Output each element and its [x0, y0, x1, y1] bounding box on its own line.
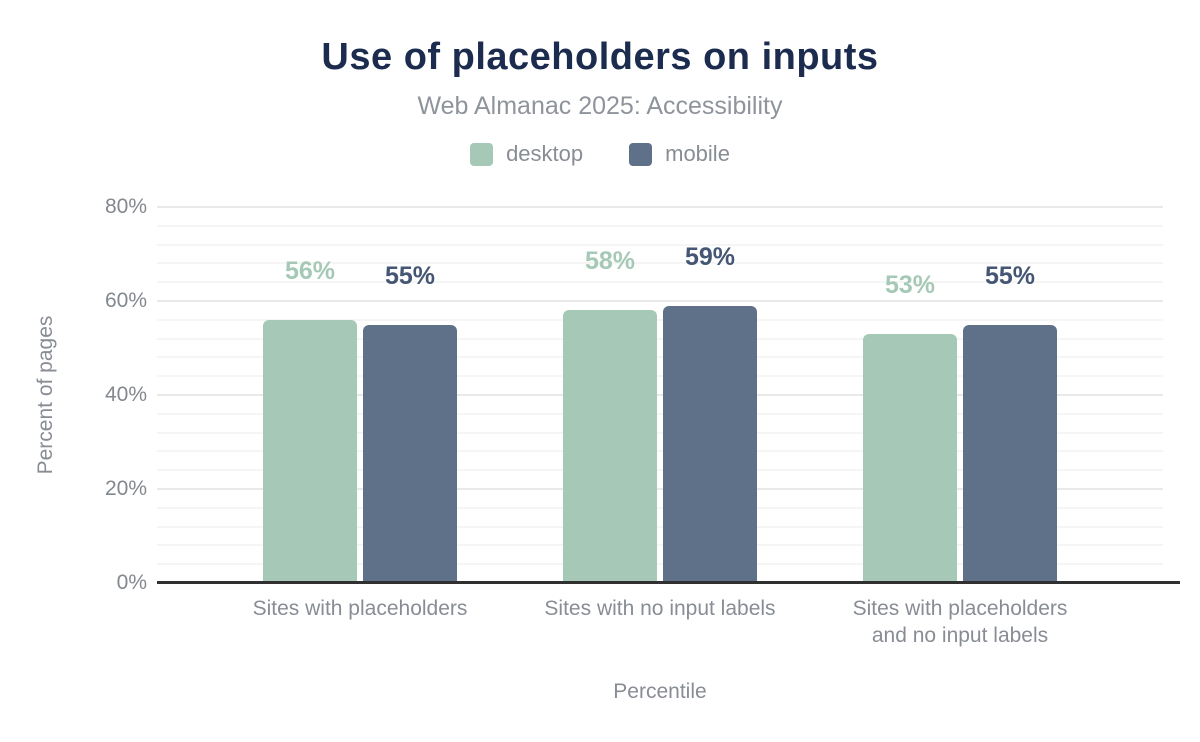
y-axis-ticks: 0% 20% 40% 60% 80% — [0, 195, 147, 594]
y-axis-title: Percent of pages — [34, 315, 57, 475]
legend-swatch-desktop — [470, 142, 494, 166]
bar-mobile — [363, 324, 457, 583]
gridline-minor — [157, 281, 1163, 284]
value-label-mobile: 55% — [384, 261, 436, 290]
gridline-minor — [157, 356, 1163, 359]
y-tick-label: 40% — [104, 383, 147, 406]
chart-legend: desktop mobile — [0, 141, 1200, 167]
gridline-major — [157, 488, 1163, 490]
x-tick-label: Sites with placeholders and no input lab… — [852, 597, 1068, 648]
legend-label: mobile — [665, 141, 730, 166]
gridline-minor — [157, 337, 1163, 340]
gridline-minor — [157, 506, 1163, 509]
gridline-minor — [157, 318, 1163, 321]
y-tick-label: 80% — [104, 195, 147, 218]
legend-label: desktop — [506, 141, 584, 166]
y-tick-label: 20% — [104, 477, 147, 500]
gridline-major — [157, 394, 1163, 396]
plot-area: 56% 55% 58% 59% 53% 55% — [157, 206, 1180, 584]
gridline-major — [157, 206, 1163, 208]
gridline-minor — [157, 243, 1163, 246]
y-tick-label: 60% — [104, 289, 147, 312]
legend-item-mobile: mobile — [629, 141, 730, 167]
x-tick-label: Sites with placeholders — [252, 597, 468, 620]
gridline-minor — [157, 431, 1163, 434]
bar-desktop — [863, 333, 957, 583]
gridline-minor — [157, 469, 1163, 472]
gridline-major — [157, 300, 1163, 302]
gridline-minor — [157, 450, 1163, 453]
gridline-minor — [157, 525, 1163, 528]
gridline-minor — [157, 412, 1163, 415]
bar-mobile — [963, 324, 1057, 583]
y-tick-label: 0% — [116, 571, 147, 594]
chart-subtitle: Web Almanac 2025: Accessibility — [417, 92, 783, 120]
x-axis-ticks: Sites with placeholders Sites with no inp… — [157, 595, 1163, 655]
gridline-minor — [157, 544, 1163, 547]
value-label-mobile: 59% — [684, 242, 736, 271]
bar-desktop — [263, 319, 357, 583]
chart-title: Use of placeholders on inputs — [321, 36, 879, 78]
gridline-minor — [157, 563, 1163, 566]
x-axis-line — [157, 581, 1180, 584]
value-label-mobile: 55% — [984, 261, 1036, 290]
gridline-minor — [157, 262, 1163, 265]
legend-swatch-mobile — [629, 142, 653, 166]
gridline-minor — [157, 224, 1163, 227]
value-label-desktop: 56% — [284, 256, 336, 285]
x-axis-title: Percentile — [613, 680, 707, 703]
bar-mobile — [663, 305, 757, 583]
bar-desktop — [563, 310, 657, 583]
value-label-desktop: 58% — [584, 247, 636, 276]
value-label-desktop: 53% — [884, 270, 936, 299]
legend-item-desktop: desktop — [470, 141, 583, 167]
x-tick-label: Sites with no input labels — [544, 597, 776, 620]
gridline-minor — [157, 375, 1163, 378]
